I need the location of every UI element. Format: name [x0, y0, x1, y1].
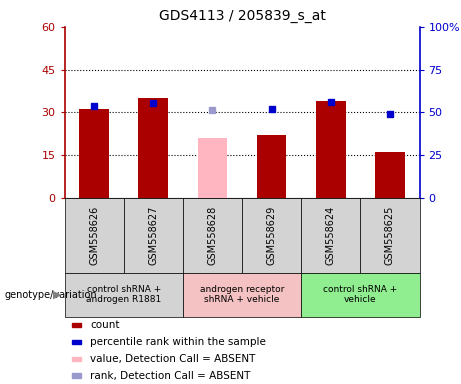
Text: genotype/variation: genotype/variation	[5, 290, 97, 300]
Bar	[138, 98, 168, 198]
Bar	[65, 273, 183, 317]
Text: androgen receptor
shRNA + vehicle: androgen receptor shRNA + vehicle	[200, 285, 284, 305]
Bar	[301, 198, 361, 273]
Bar	[375, 152, 405, 198]
Text: value, Detection Call = ABSENT: value, Detection Call = ABSENT	[90, 354, 256, 364]
Text: GSM558625: GSM558625	[385, 205, 395, 265]
Text: control shRNA +
vehicle: control shRNA + vehicle	[323, 285, 397, 305]
Text: GSM558627: GSM558627	[148, 205, 158, 265]
Bar	[361, 198, 420, 273]
Bar	[124, 198, 183, 273]
Text: GSM558626: GSM558626	[89, 205, 99, 265]
Text: ▶: ▶	[53, 290, 61, 300]
Text: control shRNA +
androgen R1881: control shRNA + androgen R1881	[86, 285, 161, 305]
Text: percentile rank within the sample: percentile rank within the sample	[90, 337, 266, 347]
Bar	[71, 340, 82, 344]
Bar	[71, 357, 82, 361]
Bar	[71, 323, 82, 328]
Bar	[183, 273, 301, 317]
Text: GSM558629: GSM558629	[266, 205, 277, 265]
Bar	[65, 198, 124, 273]
Bar	[257, 135, 286, 198]
Text: GSM558624: GSM558624	[326, 205, 336, 265]
Bar	[316, 101, 346, 198]
Bar	[71, 373, 82, 378]
Bar	[301, 273, 420, 317]
Bar	[242, 198, 301, 273]
Text: count: count	[90, 320, 120, 330]
Text: rank, Detection Call = ABSENT: rank, Detection Call = ABSENT	[90, 371, 251, 381]
Title: GDS4113 / 205839_s_at: GDS4113 / 205839_s_at	[159, 9, 325, 23]
Bar	[183, 198, 242, 273]
Text: GSM558628: GSM558628	[207, 205, 218, 265]
Bar	[79, 109, 109, 198]
Bar	[198, 138, 227, 198]
